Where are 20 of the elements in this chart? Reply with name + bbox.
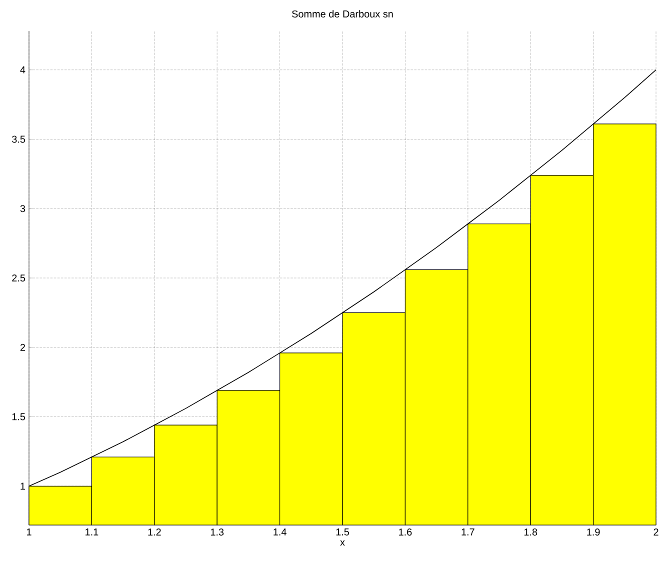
y-tick-label: 4 (20, 66, 26, 74)
y-tick-label: 3.5 (12, 136, 26, 143)
x-tick-label: 1.3 (210, 528, 224, 536)
x-tick-label: 1.7 (462, 528, 474, 536)
x-tick-label: 1.1 (86, 528, 98, 536)
x-tick-label: 1.5 (336, 528, 350, 536)
x-tick-label: 1.6 (399, 528, 412, 536)
y-tick-label: 2 (20, 344, 25, 351)
chart-title: Somme de Darboux sn (292, 10, 393, 18)
y-tick-label: 3 (20, 205, 26, 212)
x-tick-label: 1.4 (274, 528, 286, 536)
y-tick-label: 2.5 (12, 274, 26, 282)
y-tick-label: 1.5 (12, 413, 26, 420)
x-axis-title: x (340, 540, 345, 546)
x-tick-label: 1.2 (148, 528, 161, 536)
x-tick-label: 1.8 (524, 528, 538, 536)
x-tick-label: 1 (26, 528, 32, 536)
y-tick-label: 1 (20, 482, 25, 490)
x-tick-label: 2 (654, 528, 658, 536)
x-tick-label: 1.9 (587, 528, 600, 536)
